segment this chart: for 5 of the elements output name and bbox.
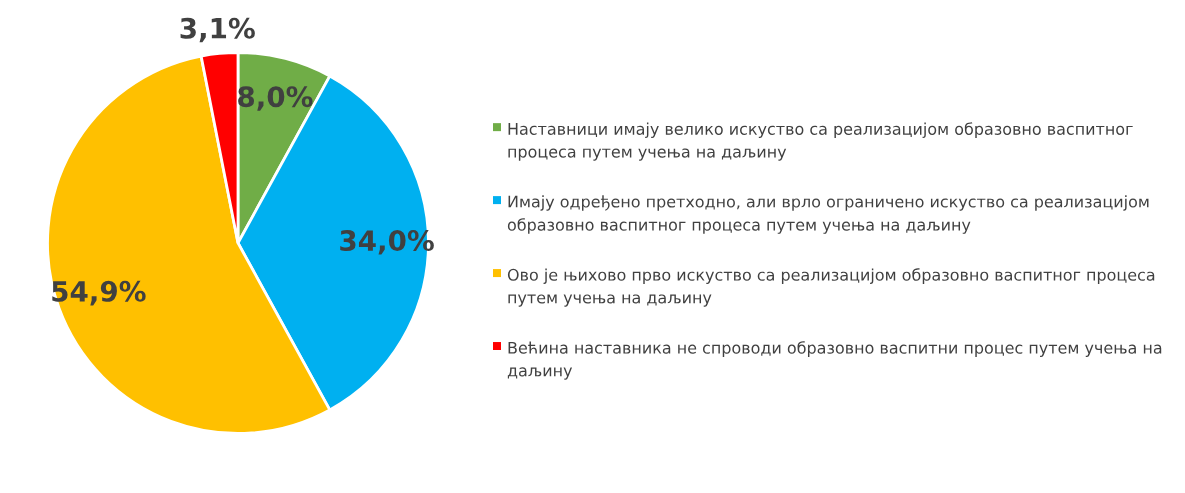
legend-label: Већина наставника не спроводи образовно васпитни процес путем учења на даљину bbox=[507, 341, 1162, 380]
legend-label: Имају одређено претходно, али врло ограничено искуство са реализацијом образовно васпитног процеса путем учења на даљину bbox=[507, 195, 1149, 234]
legend-label: Наставници имају велико искуство са реализацијом образовно васпитног процеса путем учења на даљину bbox=[508, 122, 1133, 161]
data-label: 3,1% bbox=[180, 17, 255, 43]
legend-label: Ово је њихово прво искуство са реализацијом образовно васпитног процеса путем учења на даљину bbox=[507, 268, 1155, 307]
